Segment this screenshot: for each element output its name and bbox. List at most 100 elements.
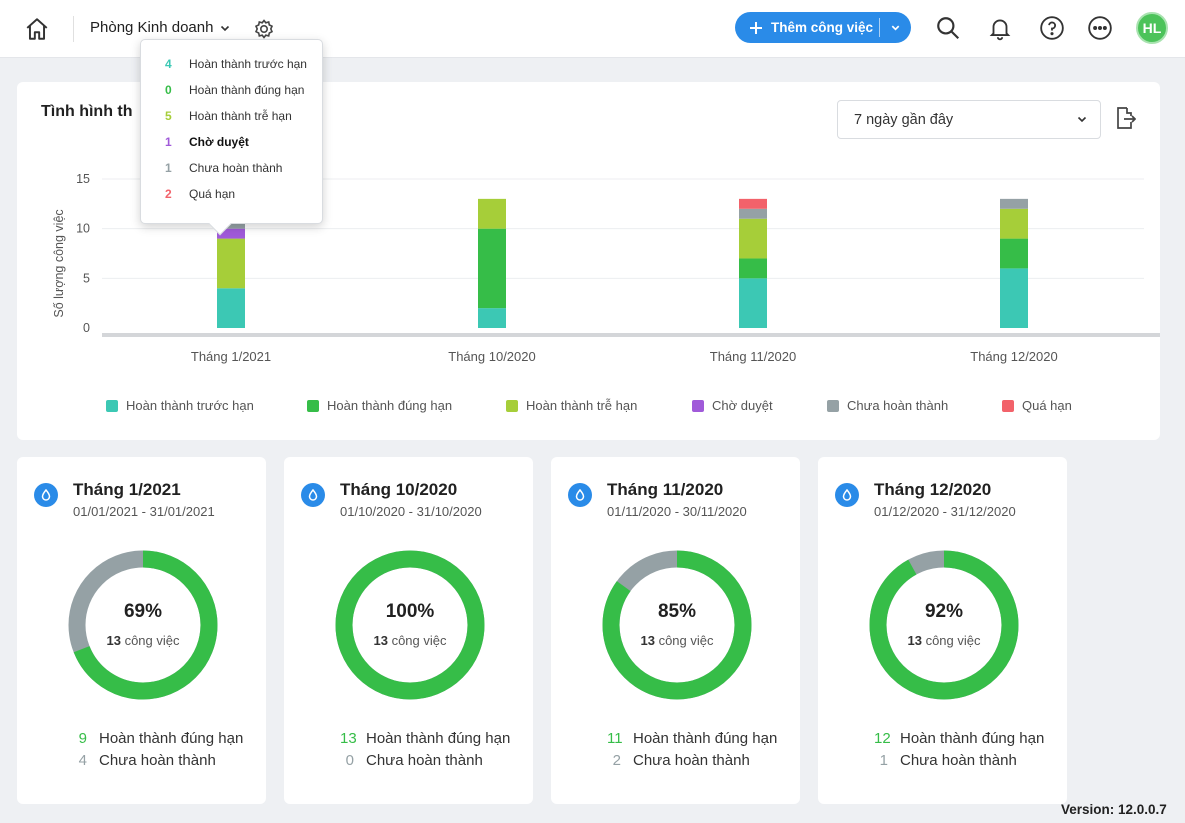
x-tick-label: Tháng 10/2020 — [448, 349, 535, 364]
tooltip-count: 1 — [165, 135, 172, 149]
plus-icon — [750, 21, 762, 34]
help-icon[interactable] — [1039, 15, 1065, 41]
y-tick-label: 15 — [76, 172, 90, 186]
add-task-dropdown[interactable] — [880, 12, 911, 43]
bar-segment[interactable] — [1000, 238, 1028, 269]
legend-swatch — [827, 399, 839, 412]
month-card[interactable]: Tháng 1/2021 01/01/2021 - 31/01/2021 69% 13… — [17, 457, 266, 804]
bar-segment[interactable] — [739, 278, 767, 328]
month-title: Tháng 10/2020 — [340, 480, 458, 499]
bar-segment[interactable] — [478, 308, 506, 328]
home-icon[interactable] — [24, 16, 50, 42]
y-axis-label: Số lượng công việc — [52, 209, 66, 317]
avatar[interactable]: HL — [1136, 12, 1168, 44]
completion-donut — [602, 550, 752, 700]
bell-icon[interactable] — [987, 15, 1013, 41]
chevron-down-icon — [891, 25, 900, 31]
version-label: Version: 12.0.0.7 — [1061, 802, 1167, 817]
drop-shape — [41, 489, 51, 501]
legend-item[interactable]: Hoàn thành trước hạn — [106, 398, 254, 413]
department-selector[interactable]: Phòng Kinh doanh — [90, 19, 231, 36]
more-icon[interactable] — [1087, 15, 1113, 41]
tooltip-count: 5 — [165, 109, 172, 123]
stat-undone-count: 2 — [612, 752, 621, 769]
gear-icon[interactable] — [252, 17, 276, 41]
month-title: Tháng 1/2021 — [73, 480, 181, 499]
tooltip-count: 1 — [165, 161, 172, 175]
tooltip-row: 1 Chờ duyệt — [165, 135, 249, 149]
total-tasks-count: 13 — [640, 633, 655, 648]
y-tick-label: 0 — [83, 321, 90, 335]
divider — [73, 16, 74, 42]
legend-item[interactable]: Hoàn thành đúng hạn — [307, 398, 452, 413]
stat-undone-label: Chưa hoàn thành — [633, 752, 750, 769]
total-tasks: 13 công việc — [601, 633, 753, 648]
completion-percent: 69% — [123, 601, 163, 622]
x-tick-label: Tháng 1/2021 — [191, 349, 271, 364]
tooltip-count: 4 — [165, 57, 172, 71]
tooltip-row: 2 Quá hạn — [165, 187, 235, 201]
bar-segment[interactable] — [1000, 198, 1028, 209]
drop-shape — [575, 489, 585, 501]
stat-done: 11 Hoàn thành đúng hạn — [607, 730, 777, 747]
legend-label: Chờ duyệt — [712, 398, 773, 413]
bar-segment[interactable] — [217, 228, 245, 239]
stat-done-count: 11 — [607, 730, 623, 747]
bar-segment[interactable] — [1000, 208, 1028, 239]
x-tick-label: Tháng 11/2020 — [710, 349, 797, 364]
tooltip-label: Hoàn thành trước hạn — [189, 57, 307, 71]
bar-segment[interactable] — [1000, 268, 1028, 328]
bar-segment[interactable] — [739, 198, 767, 209]
legend-item[interactable]: Hoàn thành trễ hạn — [506, 398, 637, 413]
bar-segment[interactable] — [217, 288, 245, 328]
completion-percent: 92% — [924, 601, 964, 622]
add-task-label: Thêm công việc — [771, 20, 874, 35]
month-card[interactable]: Tháng 11/2020 01/11/2020 - 30/11/2020 85% 1… — [551, 457, 800, 804]
legend-item[interactable]: Chưa hoàn thành — [827, 398, 948, 413]
month-card[interactable]: Tháng 10/2020 01/10/2020 - 31/10/2020 100%… — [284, 457, 533, 804]
completion-percent: 85% — [657, 601, 697, 622]
y-tick-label: 10 — [76, 222, 90, 236]
bar-segment[interactable] — [478, 228, 506, 309]
legend-swatch — [506, 399, 518, 412]
total-tasks-count: 13 — [907, 633, 922, 648]
bar-segment[interactable] — [217, 238, 245, 289]
legend-item[interactable]: Chờ duyệt — [692, 398, 773, 413]
legend-item[interactable]: Quá hạn — [1002, 398, 1072, 413]
tooltip-count: 0 — [165, 83, 172, 97]
total-tasks: 13 công việc — [868, 633, 1020, 648]
completion-donut — [869, 550, 1019, 700]
x-axis-line — [102, 333, 1160, 337]
date-range-select[interactable]: 7 ngày gần đây — [837, 100, 1101, 139]
tooltip-label: Chờ duyệt — [189, 135, 249, 149]
month-card[interactable]: Tháng 12/2020 01/12/2020 - 31/12/2020 92% 1… — [818, 457, 1067, 804]
legend-swatch — [106, 399, 118, 412]
add-task-separator — [879, 18, 880, 37]
stat-done: 9 Hoàn thành đúng hạn — [73, 730, 244, 747]
bar-segment[interactable] — [739, 218, 767, 259]
stat-undone: 1 Chưa hoàn thành — [874, 752, 1017, 769]
add-task-main[interactable]: Thêm công việc — [735, 12, 879, 43]
stat-done-count: 13 — [340, 730, 357, 747]
stat-undone-label: Chưa hoàn thành — [900, 752, 1017, 769]
stat-undone: 2 Chưa hoàn thành — [607, 752, 750, 769]
completion-donut — [335, 550, 485, 700]
stat-done: 12 Hoàn thành đúng hạn — [874, 730, 1044, 747]
tooltip-label: Hoàn thành đúng hạn — [189, 83, 305, 97]
bar-segment[interactable] — [478, 198, 506, 229]
export-icon[interactable] — [1114, 106, 1136, 130]
tooltip-row: 5 Hoàn thành trễ hạn — [165, 109, 292, 123]
drop-shape — [842, 489, 852, 501]
donut-completed — [68, 550, 218, 700]
drop-icon — [835, 483, 859, 507]
completion-donut — [68, 550, 218, 700]
tooltip-row: 0 Hoàn thành đúng hạn — [165, 83, 304, 97]
stat-done-count: 12 — [874, 730, 891, 747]
bar-segment[interactable] — [739, 208, 767, 219]
stat-undone-label: Chưa hoàn thành — [366, 752, 483, 769]
stacked-bar-chart: 0 5 10 15 Số lượng công việc Tháng 1/2021 Thán… — [52, 172, 1160, 364]
total-tasks: 13 công việc — [334, 633, 486, 648]
drop-icon — [34, 483, 58, 507]
bar-segment[interactable] — [739, 258, 767, 279]
search-icon[interactable] — [935, 15, 961, 41]
